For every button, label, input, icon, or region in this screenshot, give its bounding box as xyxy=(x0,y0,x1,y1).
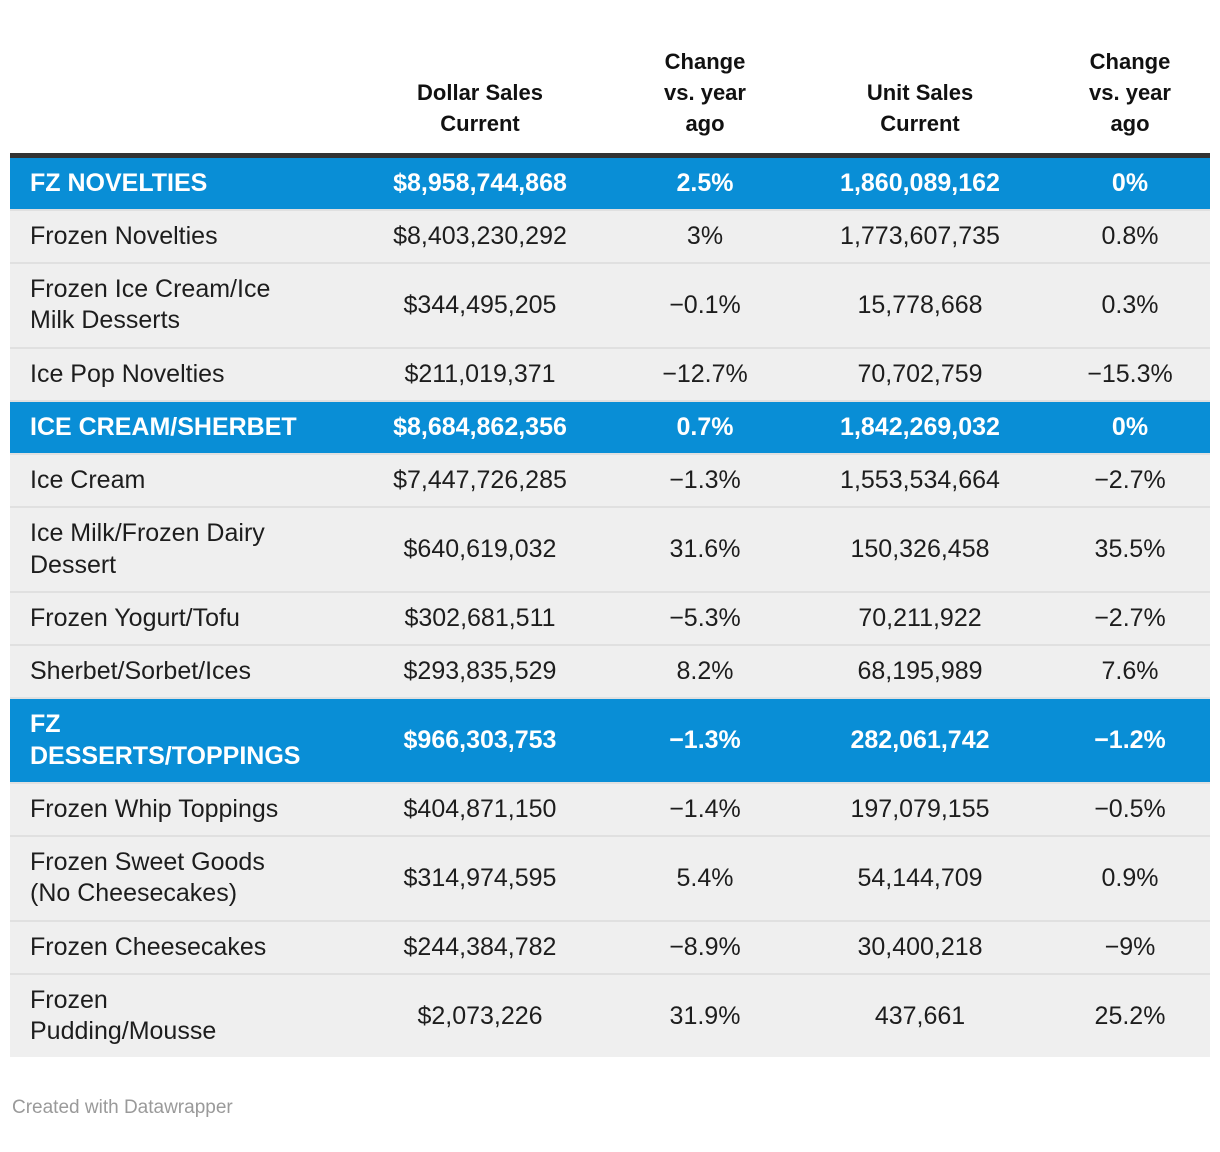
category-cell: Ice Cream xyxy=(10,453,340,508)
dollar-change-cell: −0.1% xyxy=(620,262,790,348)
unit-sales-cell: 437,661 xyxy=(790,972,1050,1058)
table-body: FZ NOVELTIES $8,958,744,868 2.5% 1,860,0… xyxy=(10,155,1210,1058)
category-cell: Frozen Cheesecakes xyxy=(10,919,340,974)
table-row: Frozen Cheesecakes $244,384,782 −8.9% 30… xyxy=(10,919,1210,974)
unit-change-cell: −2.7% xyxy=(1050,590,1210,646)
dollar-sales-cell: $966,303,753 xyxy=(340,697,620,783)
unit-sales-cell: 15,778,668 xyxy=(790,262,1050,348)
table-row: Ice Pop Novelties $211,019,371 −12.7% 70… xyxy=(10,346,1210,401)
dollar-sales-cell: $211,019,371 xyxy=(340,346,620,401)
unit-change-cell: 0% xyxy=(1050,399,1210,455)
table-row: Frozen Yogurt/Tofu $302,681,511 −5.3% 70… xyxy=(10,590,1210,646)
column-header-unit-sales: Unit Sales Current xyxy=(790,0,1050,158)
column-header-unit-change: Change vs. year ago xyxy=(1050,0,1210,158)
unit-sales-cell: 70,211,922 xyxy=(790,590,1050,646)
unit-change-cell: 0.3% xyxy=(1050,262,1210,348)
dollar-change-cell: −12.7% xyxy=(620,346,790,401)
dollar-sales-cell: $8,403,230,292 xyxy=(340,208,620,264)
column-header-dollar-change: Change vs. year ago xyxy=(620,0,790,158)
unit-change-cell: −1.2% xyxy=(1050,697,1210,783)
table-row: Frozen Novelties $8,403,230,292 3% 1,773… xyxy=(10,208,1210,264)
dollar-sales-cell: $640,619,032 xyxy=(340,506,620,592)
dollar-sales-cell: $2,073,226 xyxy=(340,972,620,1058)
unit-sales-cell: 1,553,534,664 xyxy=(790,453,1050,508)
category-cell: ICE CREAM/SHERBET xyxy=(10,399,340,455)
table-header: Dollar Sales Current Change vs. year ago… xyxy=(10,0,1210,158)
category-cell: Frozen Pudding/Mousse xyxy=(10,972,340,1058)
category-cell: Frozen Whip Toppings xyxy=(10,781,340,837)
column-header-category xyxy=(10,0,340,158)
table-container: Dollar Sales Current Change vs. year ago… xyxy=(10,0,1210,1058)
dollar-sales-cell: $404,871,150 xyxy=(340,781,620,837)
dollar-sales-cell: $302,681,511 xyxy=(340,590,620,646)
category-cell: Sherbet/Sorbet/Ices xyxy=(10,644,340,699)
section-header-row: ICE CREAM/SHERBET $8,684,862,356 0.7% 1,… xyxy=(10,399,1210,455)
dollar-change-cell: −8.9% xyxy=(620,919,790,974)
unit-change-cell: 7.6% xyxy=(1050,644,1210,699)
unit-sales-cell: 68,195,989 xyxy=(790,644,1050,699)
unit-change-cell: 0.9% xyxy=(1050,835,1210,921)
datawrapper-credit[interactable]: Created with Datawrapper xyxy=(12,1097,233,1119)
dollar-sales-cell: $8,684,862,356 xyxy=(340,399,620,455)
unit-sales-cell: 70,702,759 xyxy=(790,346,1050,401)
unit-change-cell: −15.3% xyxy=(1050,346,1210,401)
category-cell: Frozen Ice Cream/Ice Milk Desserts xyxy=(10,262,340,348)
unit-sales-cell: 30,400,218 xyxy=(790,919,1050,974)
unit-change-cell: 0% xyxy=(1050,155,1210,210)
unit-sales-cell: 197,079,155 xyxy=(790,781,1050,837)
dollar-change-cell: 3% xyxy=(620,208,790,264)
section-header-row: FZ NOVELTIES $8,958,744,868 2.5% 1,860,0… xyxy=(10,155,1210,210)
unit-change-cell: −2.7% xyxy=(1050,453,1210,508)
dollar-sales-cell: $344,495,205 xyxy=(340,262,620,348)
dollar-change-cell: 8.2% xyxy=(620,644,790,699)
table-row: Frozen Ice Cream/Ice Milk Desserts $344,… xyxy=(10,262,1210,348)
table-row: Sherbet/Sorbet/Ices $293,835,529 8.2% 68… xyxy=(10,644,1210,699)
dollar-change-cell: 31.6% xyxy=(620,506,790,592)
unit-sales-cell: 1,842,269,032 xyxy=(790,399,1050,455)
unit-sales-cell: 1,773,607,735 xyxy=(790,208,1050,264)
unit-change-cell: 25.2% xyxy=(1050,972,1210,1058)
unit-sales-cell: 1,860,089,162 xyxy=(790,155,1050,210)
category-cell: Frozen Novelties xyxy=(10,208,340,264)
dollar-sales-cell: $7,447,726,285 xyxy=(340,453,620,508)
table-row: Ice Cream $7,447,726,285 −1.3% 1,553,534… xyxy=(10,453,1210,508)
dollar-sales-cell: $244,384,782 xyxy=(340,919,620,974)
table-row: Frozen Pudding/Mousse $2,073,226 31.9% 4… xyxy=(10,972,1210,1058)
section-header-row: FZ DESSERTS/TOPPINGS $966,303,753 −1.3% … xyxy=(10,697,1210,783)
column-header-dollar-sales: Dollar Sales Current xyxy=(340,0,620,158)
footer: Created with Datawrapper xyxy=(12,1097,1220,1133)
dollar-change-cell: −1.3% xyxy=(620,697,790,783)
dollar-sales-cell: $293,835,529 xyxy=(340,644,620,699)
dollar-change-cell: −5.3% xyxy=(620,590,790,646)
dollar-sales-cell: $314,974,595 xyxy=(340,835,620,921)
category-cell: Ice Pop Novelties xyxy=(10,346,340,401)
dollar-change-cell: 2.5% xyxy=(620,155,790,210)
dollar-sales-cell: $8,958,744,868 xyxy=(340,155,620,210)
dollar-change-cell: 5.4% xyxy=(620,835,790,921)
sales-table: Dollar Sales Current Change vs. year ago… xyxy=(10,0,1210,1058)
unit-change-cell: −9% xyxy=(1050,919,1210,974)
category-cell: Frozen Sweet Goods (No Cheesecakes) xyxy=(10,835,340,921)
table-row: Frozen Sweet Goods (No Cheesecakes) $314… xyxy=(10,835,1210,921)
unit-sales-cell: 150,326,458 xyxy=(790,506,1050,592)
category-cell: Frozen Yogurt/Tofu xyxy=(10,590,340,646)
category-cell: FZ DESSERTS/TOPPINGS xyxy=(10,697,340,783)
category-cell: Ice Milk/Frozen Dairy Dessert xyxy=(10,506,340,592)
unit-sales-cell: 54,144,709 xyxy=(790,835,1050,921)
unit-sales-cell: 282,061,742 xyxy=(790,697,1050,783)
table-row: Frozen Whip Toppings $404,871,150 −1.4% … xyxy=(10,781,1210,837)
dollar-change-cell: −1.4% xyxy=(620,781,790,837)
table-row: Ice Milk/Frozen Dairy Dessert $640,619,0… xyxy=(10,506,1210,592)
dollar-change-cell: 31.9% xyxy=(620,972,790,1058)
unit-change-cell: 35.5% xyxy=(1050,506,1210,592)
dollar-change-cell: 0.7% xyxy=(620,399,790,455)
header-row: Dollar Sales Current Change vs. year ago… xyxy=(10,0,1210,158)
unit-change-cell: −0.5% xyxy=(1050,781,1210,837)
unit-change-cell: 0.8% xyxy=(1050,208,1210,264)
category-cell: FZ NOVELTIES xyxy=(10,155,340,210)
dollar-change-cell: −1.3% xyxy=(620,453,790,508)
